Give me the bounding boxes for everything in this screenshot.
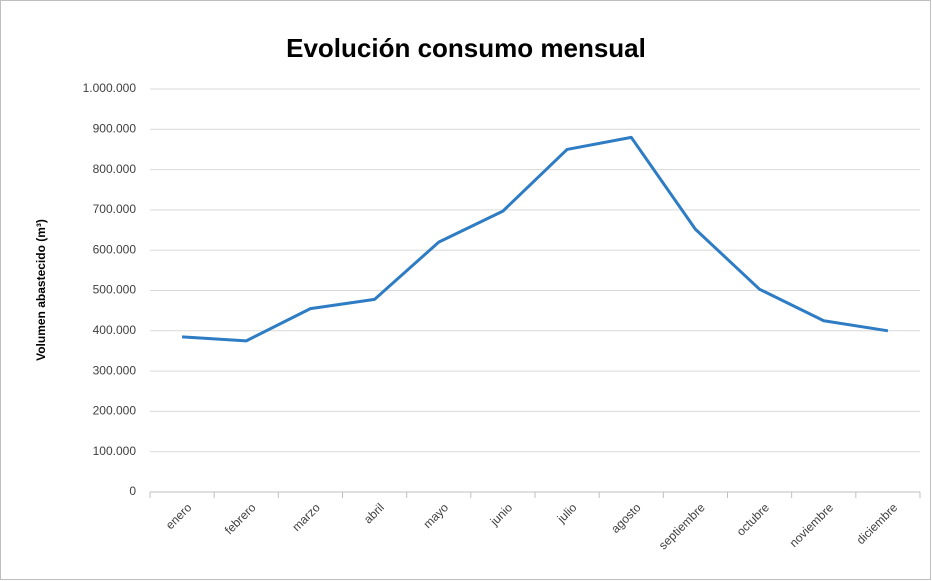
y-tick-label: 1.000.000 [83, 81, 137, 95]
y-tick-label: 400.000 [93, 323, 137, 337]
series-line [181, 135, 889, 343]
y-tick-label: 900.000 [93, 121, 137, 135]
y-axis-label: Volumen abastecido (m³) [34, 219, 48, 361]
y-tick-label: 0 [129, 484, 136, 498]
y-tick-label: 100.000 [93, 444, 137, 458]
y-tick-label: 300.000 [93, 363, 137, 377]
chart-title: Evolución consumo mensual [286, 33, 646, 63]
y-tick-label: 700.000 [93, 202, 137, 216]
y-tick-label: 500.000 [93, 283, 137, 297]
y-tick-label: 600.000 [93, 242, 137, 256]
y-tick-label: 800.000 [93, 162, 137, 176]
y-tick-label: 200.000 [93, 404, 137, 418]
